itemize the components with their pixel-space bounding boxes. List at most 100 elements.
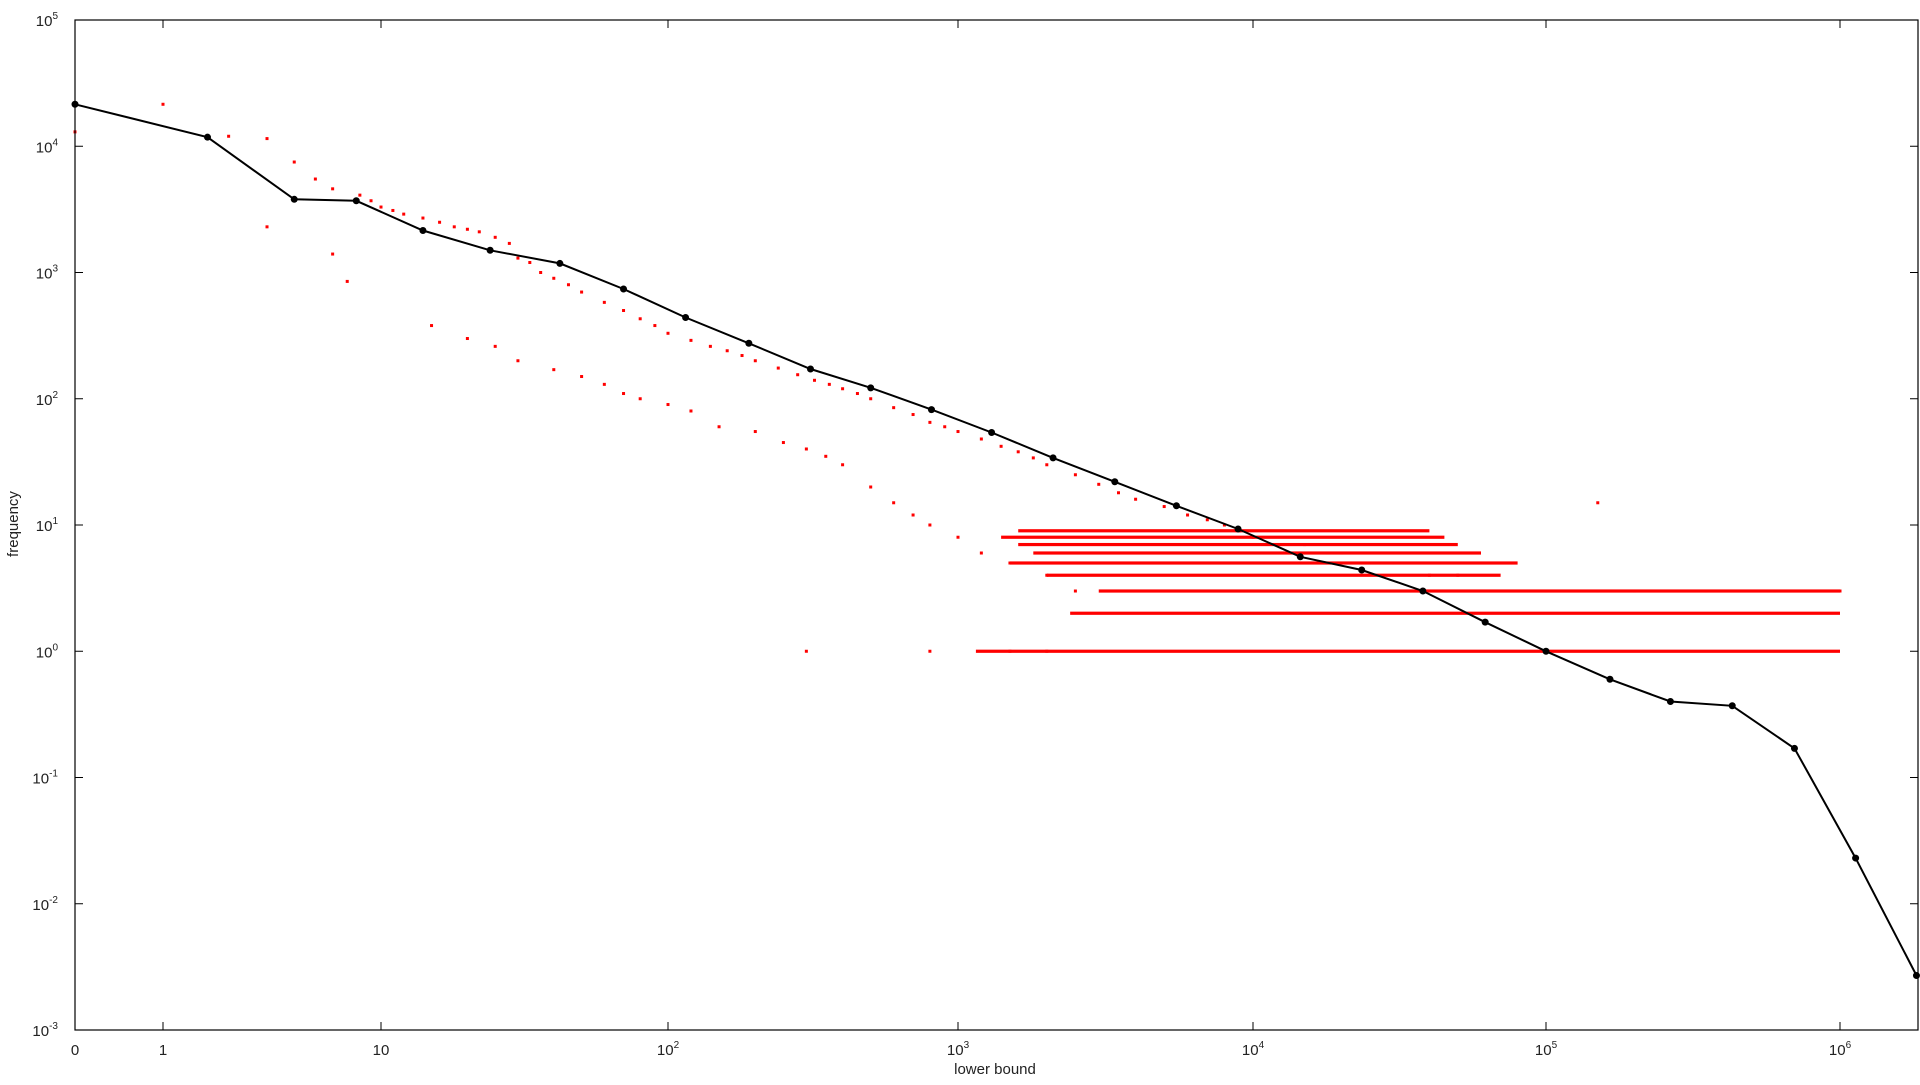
- line-point: [419, 227, 427, 235]
- scatter-point: [391, 208, 395, 212]
- scatter-point: [265, 225, 269, 229]
- scatter-point: [1117, 491, 1121, 495]
- line-point: [1172, 502, 1180, 510]
- line-point: [352, 197, 360, 205]
- scatter-band: [1018, 529, 1430, 533]
- scatter-point: [1097, 482, 1101, 486]
- y-tick-label: 104: [36, 137, 59, 156]
- scatter-band: [1001, 535, 1445, 539]
- scatter-point: [402, 212, 406, 216]
- x-tick-label: 103: [947, 1040, 970, 1059]
- scatter-point: [528, 261, 532, 265]
- scatter-point: [1222, 523, 1226, 527]
- scatter-point: [753, 430, 757, 434]
- y-tick-label: 102: [36, 390, 59, 409]
- line-point: [1666, 697, 1674, 705]
- scatter-point: [824, 454, 828, 458]
- x-axis-label: lower bound: [954, 1061, 1036, 1078]
- y-tick-label: 103: [36, 264, 59, 283]
- scatter-point: [358, 193, 362, 197]
- scatter-point: [827, 382, 831, 386]
- line-point: [486, 246, 494, 254]
- scatter-point: [602, 300, 606, 304]
- scatter-point: [892, 406, 896, 410]
- scatter-point: [465, 337, 469, 341]
- scatter-point: [507, 241, 511, 245]
- y-tick-label: 100: [36, 642, 59, 661]
- scatter-band: [1018, 542, 1458, 547]
- scatter-point: [725, 349, 729, 353]
- line-point: [1419, 587, 1427, 595]
- scatter-point: [227, 134, 231, 138]
- scatter-point: [313, 177, 317, 181]
- scatter-point: [421, 216, 425, 220]
- scatter-point: [1045, 463, 1049, 467]
- scatter-point: [622, 309, 626, 313]
- scatter-point: [928, 649, 932, 653]
- scatter-point: [812, 378, 816, 382]
- scatter-point: [638, 317, 642, 321]
- y-tick-label: 10-1: [32, 769, 58, 788]
- scatter-point: [956, 535, 960, 539]
- y-tick-label: 101: [36, 516, 59, 535]
- scatter-point: [943, 425, 947, 429]
- scatter-point: [740, 354, 744, 358]
- scatter-point: [1205, 518, 1209, 522]
- scatter-point: [928, 420, 932, 424]
- line-point: [620, 285, 628, 293]
- scatter-point: [892, 501, 896, 505]
- scatter-point: [869, 485, 873, 489]
- scatter-point: [708, 344, 712, 348]
- scatter-point: [465, 227, 469, 231]
- line-point: [556, 259, 564, 267]
- line-point: [1049, 454, 1057, 462]
- line-point: [1234, 525, 1242, 533]
- line-point: [1728, 702, 1736, 710]
- line-point: [867, 384, 875, 392]
- scatter-point: [689, 409, 693, 413]
- scatter-point: [552, 368, 556, 372]
- line-point: [1481, 618, 1489, 626]
- series-line: [74, 103, 1918, 976]
- line-point: [1542, 647, 1550, 655]
- x-tick-label: 104: [1242, 1040, 1265, 1059]
- line-point: [927, 406, 935, 414]
- line-point: [290, 195, 298, 203]
- scatter-point: [804, 649, 808, 653]
- scatter-point: [516, 256, 520, 260]
- scatter-point: [689, 338, 693, 342]
- scatter-point: [566, 283, 570, 287]
- line-point: [1358, 566, 1366, 574]
- line-point: [203, 133, 211, 141]
- scatter-point: [493, 344, 497, 348]
- scatter-point: [477, 230, 481, 234]
- scatter-point: [979, 437, 983, 441]
- scatter-point: [796, 373, 800, 377]
- scatter-point: [331, 252, 335, 256]
- scatter-point: [1073, 473, 1077, 477]
- scatter-point: [622, 392, 626, 396]
- scatter-point: [1134, 497, 1138, 501]
- scatter-point: [841, 387, 845, 391]
- line-point: [988, 429, 996, 437]
- scatter-point: [265, 137, 269, 141]
- scatter-point: [869, 397, 873, 401]
- line-point: [1852, 854, 1860, 862]
- scatter-point: [602, 382, 606, 386]
- x-tick-label: 105: [1535, 1040, 1558, 1059]
- scatter-point: [369, 199, 373, 203]
- scatter-point: [580, 375, 584, 379]
- scatter-point: [781, 441, 785, 445]
- scatter-point: [653, 324, 657, 328]
- line-point: [745, 339, 753, 347]
- scatter-point: [956, 430, 960, 434]
- x-tick-label: 102: [657, 1040, 680, 1059]
- scatter-point: [1162, 505, 1166, 509]
- scatter-point: [666, 403, 670, 407]
- line-point: [1912, 972, 1920, 980]
- scatter-point: [911, 513, 915, 517]
- y-axis-label: frequency: [5, 491, 22, 557]
- scatter-band: [1009, 561, 1518, 565]
